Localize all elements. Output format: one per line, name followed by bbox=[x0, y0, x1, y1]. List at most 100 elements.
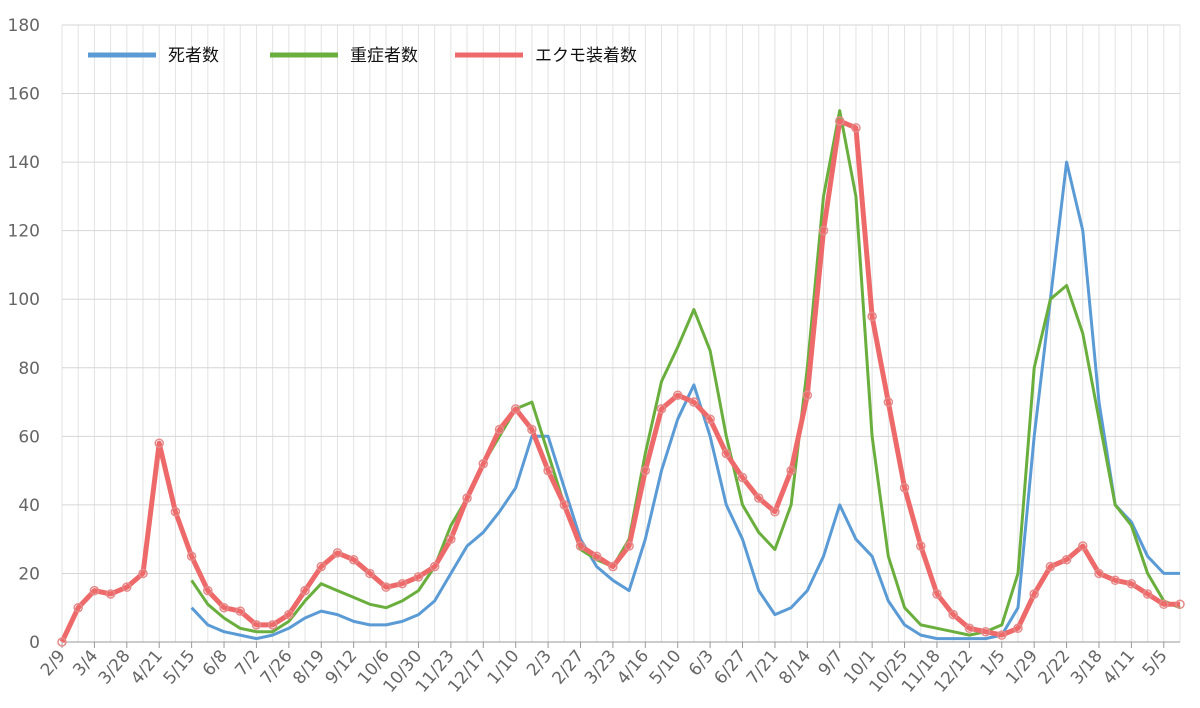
point bbox=[251, 620, 262, 630]
point bbox=[365, 568, 375, 579]
x-tick-label: 8/14 bbox=[775, 646, 815, 688]
x-tick-label: 5/5 bbox=[1139, 646, 1172, 680]
x-tick-label: 3/18 bbox=[1067, 646, 1107, 688]
x-tick-label: 1/10 bbox=[484, 646, 524, 688]
point bbox=[834, 116, 845, 126]
point bbox=[867, 311, 877, 322]
x-tick-label: 4/21 bbox=[127, 646, 167, 688]
x-tick-label: 3/23 bbox=[581, 646, 621, 688]
point bbox=[348, 554, 359, 565]
point bbox=[170, 506, 181, 517]
point bbox=[494, 424, 505, 435]
point bbox=[624, 541, 634, 551]
point bbox=[608, 561, 618, 572]
point bbox=[122, 582, 132, 592]
point bbox=[559, 500, 570, 510]
point bbox=[964, 623, 975, 634]
point bbox=[300, 585, 310, 596]
point bbox=[413, 572, 424, 582]
point bbox=[381, 582, 391, 592]
y-tick-label: 140 bbox=[8, 153, 40, 173]
point bbox=[1126, 578, 1137, 589]
point bbox=[1029, 589, 1039, 599]
point bbox=[1078, 541, 1088, 551]
series-line bbox=[190, 109, 1181, 637]
x-tick-label: 4/16 bbox=[613, 646, 653, 688]
point bbox=[446, 534, 456, 544]
point bbox=[753, 493, 764, 503]
x-tick-label: 2/9 bbox=[37, 646, 70, 680]
y-tick-label: 20 bbox=[18, 564, 40, 584]
point bbox=[997, 630, 1007, 640]
point bbox=[851, 123, 861, 133]
point bbox=[1094, 568, 1104, 579]
x-tick-label: 6/8 bbox=[199, 646, 232, 680]
series-line bbox=[190, 160, 1180, 641]
x-tick-label: 7/26 bbox=[257, 646, 297, 688]
point bbox=[786, 465, 796, 476]
point bbox=[267, 620, 278, 630]
point bbox=[656, 404, 667, 414]
x-tick-label: 9/12 bbox=[322, 646, 362, 688]
point bbox=[138, 568, 148, 579]
point bbox=[154, 438, 164, 448]
point bbox=[1013, 623, 1023, 634]
point bbox=[429, 561, 440, 572]
point bbox=[640, 465, 651, 476]
x-tick-label: 5/10 bbox=[646, 646, 686, 688]
point bbox=[73, 602, 83, 613]
legend-text: エクモ装着数 bbox=[535, 46, 637, 66]
x-tick-label: 7/21 bbox=[743, 646, 783, 688]
point bbox=[219, 602, 229, 613]
x-tick-label: 4/11 bbox=[1099, 646, 1139, 688]
point bbox=[462, 493, 472, 503]
point bbox=[1045, 561, 1056, 572]
y-tick-label: 60 bbox=[18, 427, 40, 447]
legend-text: 死者数 bbox=[168, 46, 219, 66]
y-tick-label: 120 bbox=[8, 222, 40, 242]
point bbox=[478, 459, 489, 469]
point bbox=[721, 448, 732, 459]
x-tick-label: 3/28 bbox=[95, 646, 135, 688]
legend-text: 重症者数 bbox=[350, 46, 418, 66]
point bbox=[332, 548, 343, 558]
y-tick-label: 180 bbox=[8, 16, 40, 36]
point bbox=[89, 585, 100, 596]
point bbox=[916, 541, 926, 551]
y-tick-label: 40 bbox=[18, 496, 40, 516]
point bbox=[186, 551, 197, 562]
y-tick-label: 0 bbox=[29, 633, 40, 653]
point bbox=[689, 397, 699, 407]
point bbox=[105, 589, 116, 599]
x-tick-label: 5/15 bbox=[160, 646, 200, 688]
y-tick-label: 80 bbox=[18, 359, 40, 379]
point bbox=[575, 541, 586, 551]
series-line bbox=[59, 118, 1180, 644]
x-tick-label: 2/27 bbox=[548, 646, 588, 688]
point bbox=[883, 397, 894, 407]
x-tick-label: 2/22 bbox=[1035, 646, 1075, 688]
point bbox=[802, 390, 813, 400]
point bbox=[1061, 554, 1072, 565]
point bbox=[948, 609, 958, 620]
point bbox=[397, 578, 408, 589]
point bbox=[737, 472, 748, 483]
point bbox=[510, 404, 521, 414]
point bbox=[591, 551, 602, 562]
y-tick-label: 160 bbox=[8, 85, 40, 105]
x-tick-label: 1/29 bbox=[1002, 646, 1042, 688]
point bbox=[980, 626, 991, 637]
point bbox=[705, 414, 715, 424]
point bbox=[57, 637, 67, 647]
y-tick-label: 100 bbox=[8, 290, 40, 310]
point bbox=[770, 506, 780, 517]
point bbox=[527, 424, 537, 435]
point bbox=[672, 390, 683, 400]
point bbox=[203, 585, 213, 596]
point bbox=[235, 606, 245, 616]
x-tick-label: 6/27 bbox=[710, 646, 750, 688]
point bbox=[316, 561, 326, 572]
point bbox=[284, 609, 294, 620]
point bbox=[818, 225, 829, 236]
